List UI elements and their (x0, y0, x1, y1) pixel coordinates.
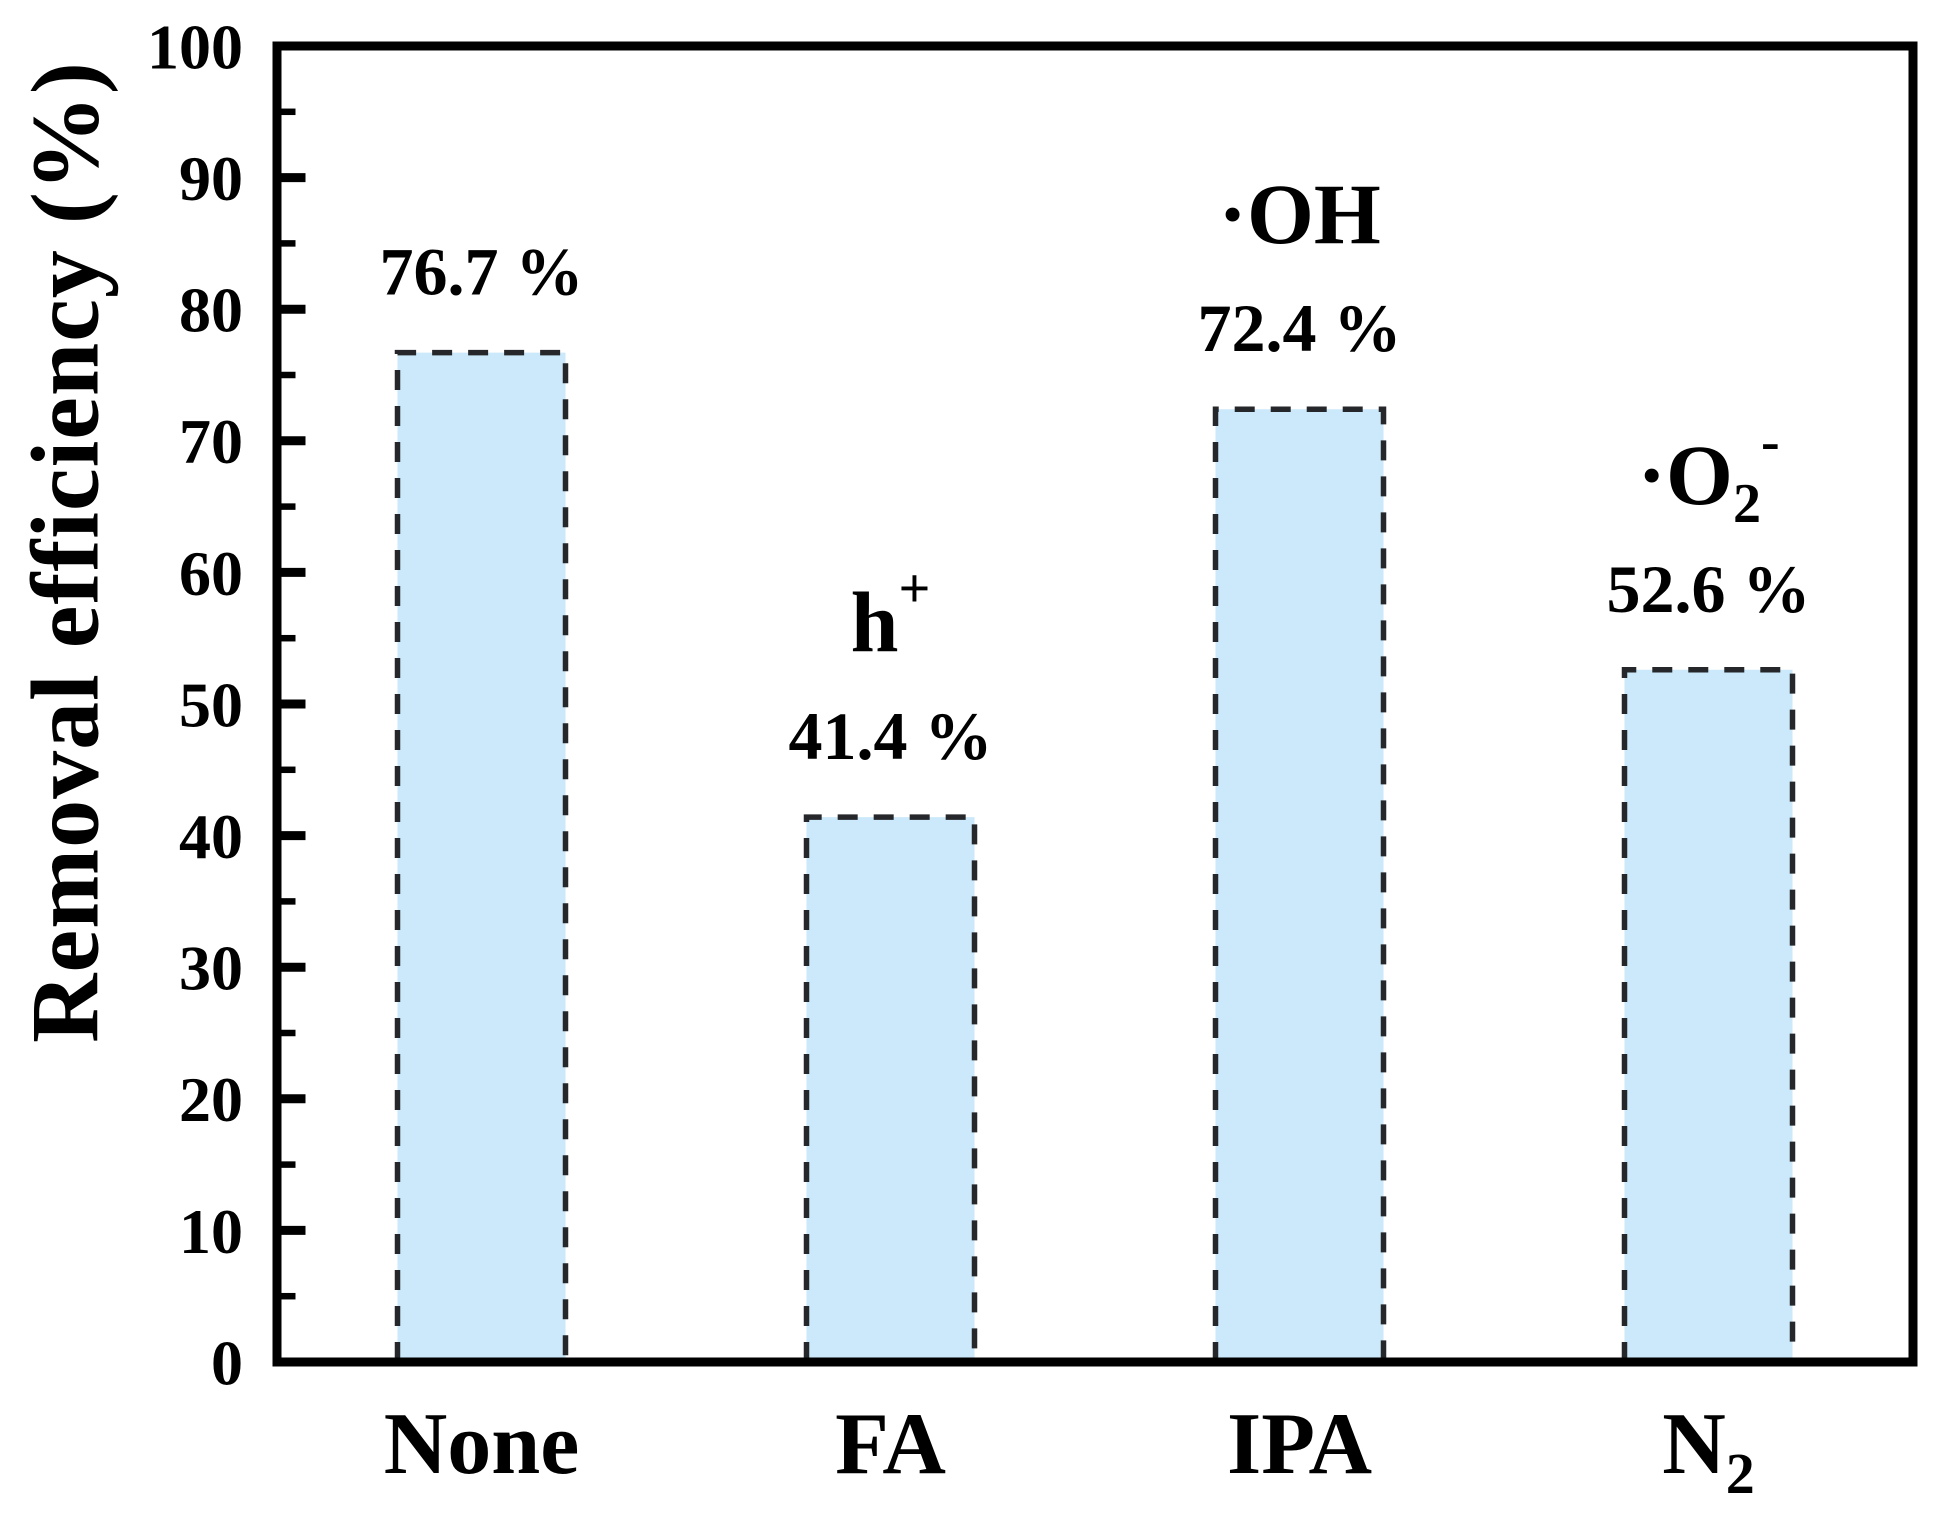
x-axis-tick-label: FA (835, 1396, 946, 1493)
x-axis-tick-label: None (384, 1396, 580, 1493)
bar-outline (1212, 406, 1387, 1362)
y-axis-tick-label: 40 (179, 801, 243, 872)
x-axis-tick-label: IPA (1227, 1396, 1372, 1493)
y-axis-tick-label: 70 (179, 406, 243, 477)
y-axis-tick-label: 80 (179, 275, 243, 346)
y-axis-tick-label: 50 (179, 669, 243, 740)
x-axis-tick-label: N2 (1662, 1396, 1755, 1506)
y-axis-tick-label: 20 (179, 1064, 243, 1135)
plot-frame (272, 41, 1918, 1367)
y-axis-tick-label: 0 (211, 1327, 243, 1398)
y-axis-tick-label: 10 (179, 1196, 243, 1267)
bar (397, 352, 566, 1362)
bar-value-label: 72.4 % (1198, 290, 1402, 366)
bar (806, 817, 975, 1362)
bar-annotation: ·O2- (1637, 411, 1779, 535)
bar-outline (1621, 667, 1796, 1362)
bar-annotation: h+ (851, 558, 931, 670)
y-axis-tick-label: 30 (179, 933, 243, 1004)
bar-annotation: ·OH (1218, 166, 1380, 262)
y-axis-tick-label: 60 (179, 538, 243, 609)
bar-value-label: 52.6 % (1607, 551, 1811, 627)
bar-value-label: 76.7 % (380, 234, 584, 310)
y-axis-title: Removal efficiency (%) (12, 61, 119, 1043)
y-axis-tick-label: 90 (179, 143, 243, 214)
bar (1624, 669, 1793, 1362)
y-axis-tick-label: 100 (147, 11, 243, 82)
bar (1215, 409, 1384, 1362)
bar-outline (803, 814, 978, 1362)
bar-outline (394, 349, 569, 1362)
bar-value-label: 41.4 % (789, 698, 993, 774)
